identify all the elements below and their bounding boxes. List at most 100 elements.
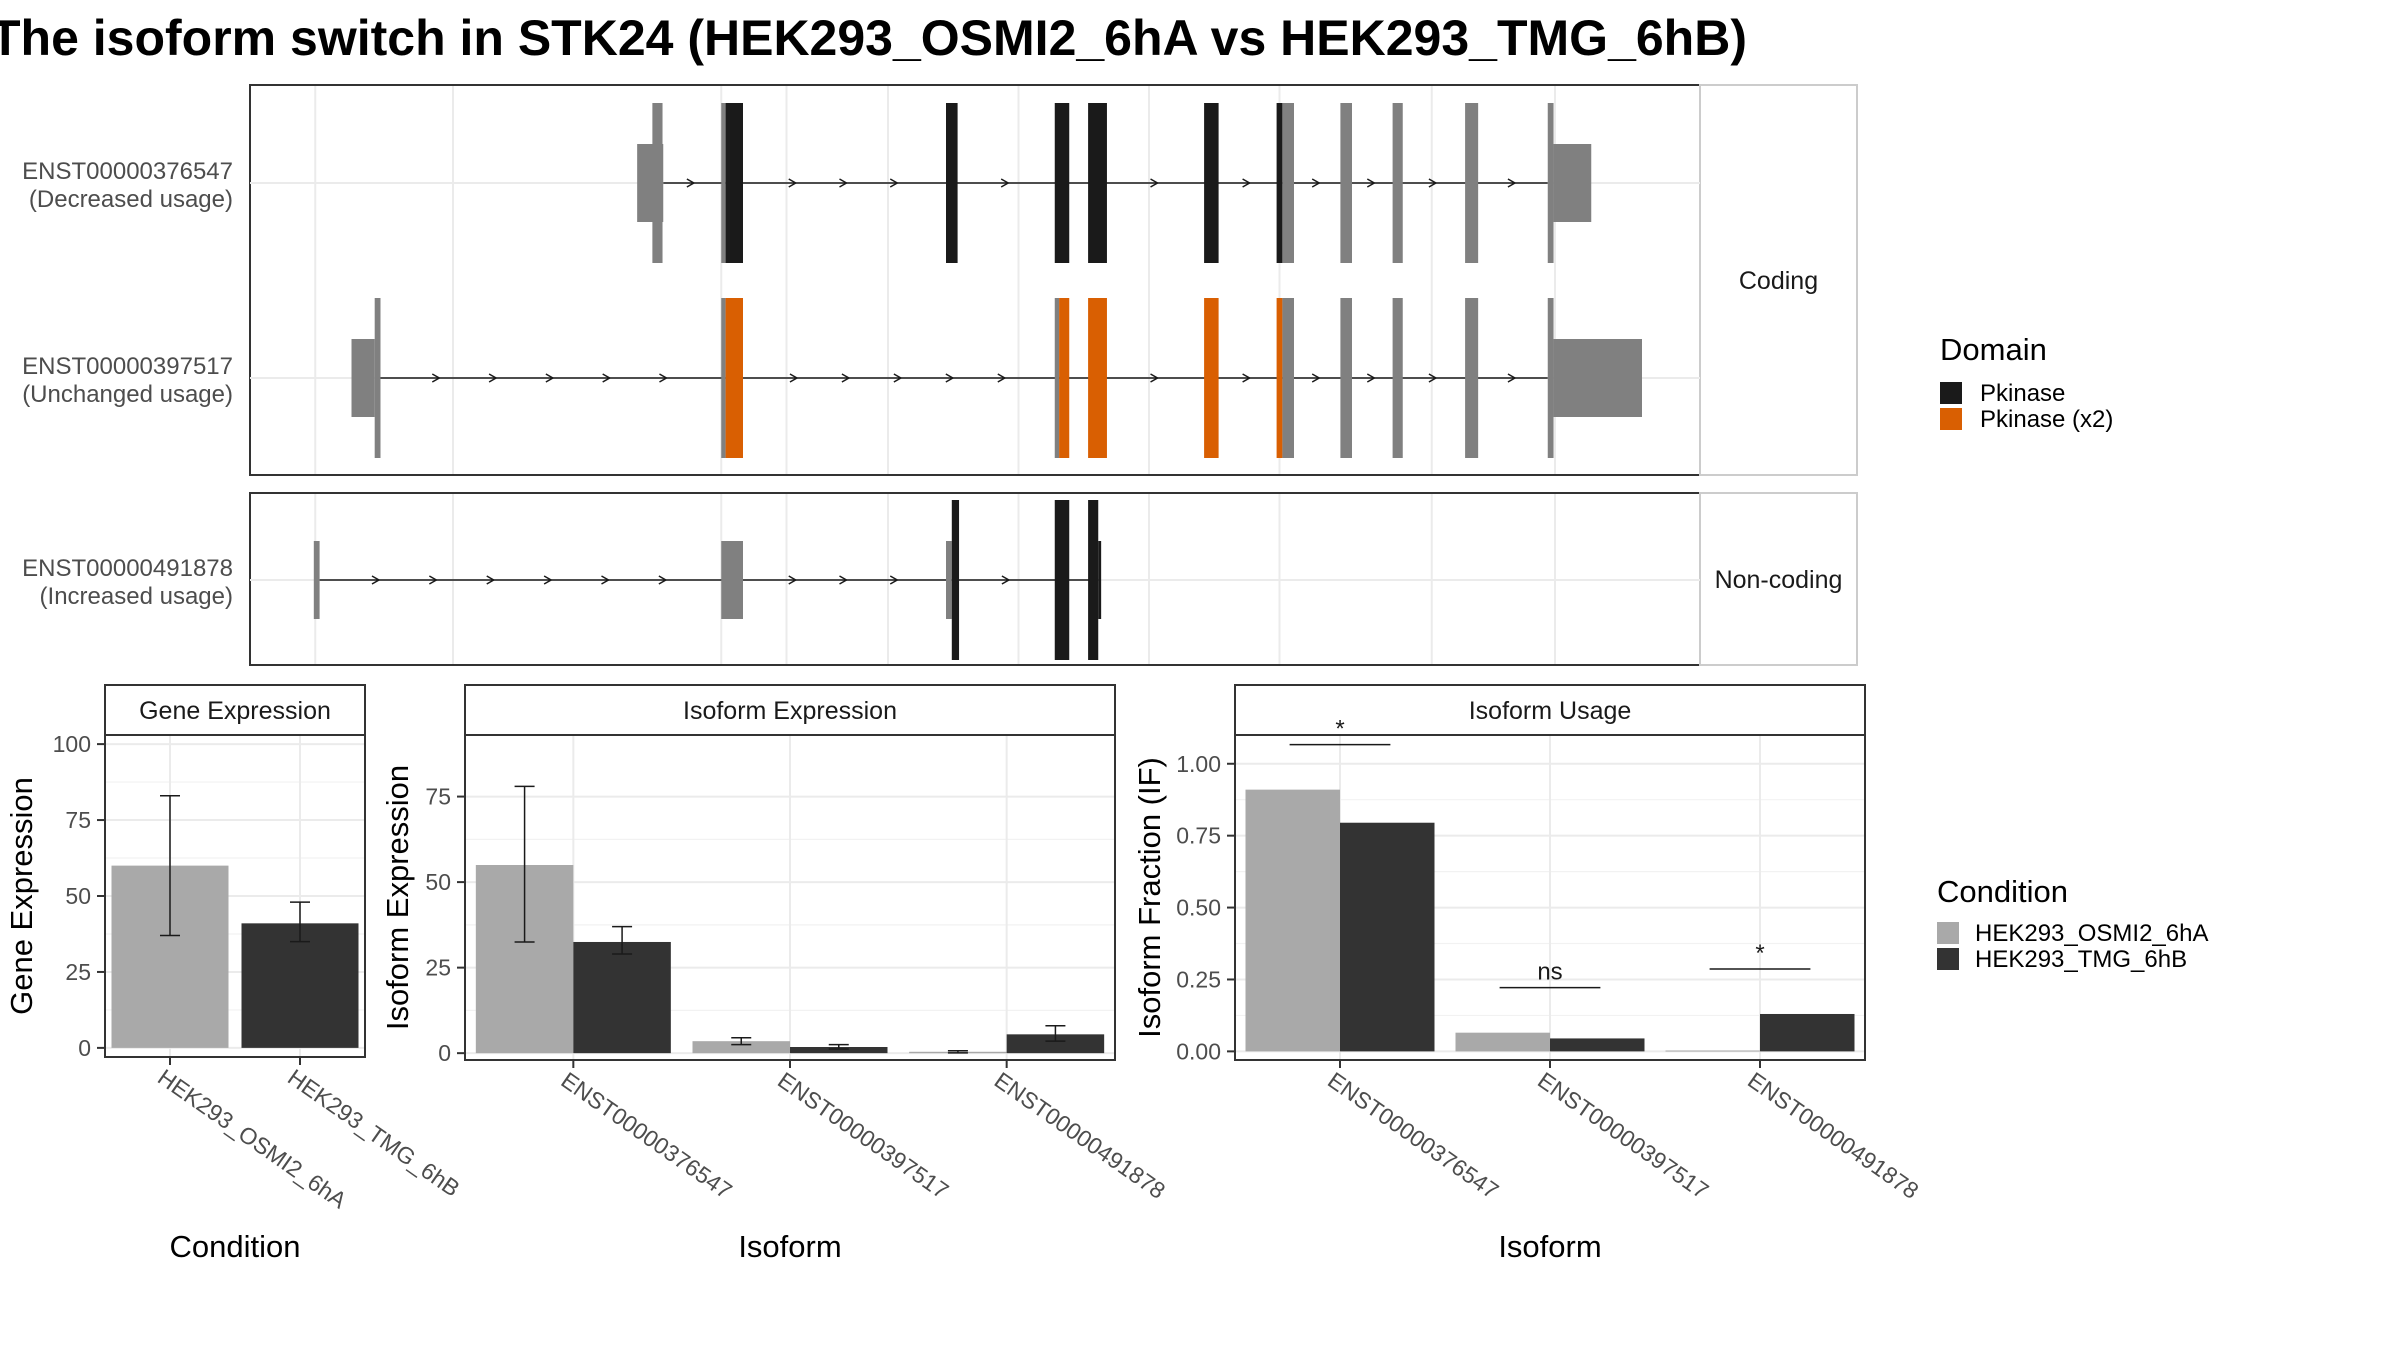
y-tick-label: 0.75	[1176, 823, 1221, 849]
bar	[1245, 789, 1340, 1052]
y-tick-label: 50	[65, 883, 91, 909]
y-axis-label: Gene Expression	[4, 777, 39, 1015]
facet-strip-coding	[1699, 84, 1858, 476]
bar	[573, 941, 671, 1054]
intron-direction-arrow	[486, 575, 496, 585]
exon-block	[1553, 339, 1642, 417]
x-tick-label: ENST00000376547	[1323, 1067, 1503, 1204]
exon-block	[1547, 298, 1554, 458]
y-tick-label: 0.25	[1176, 966, 1221, 992]
exon-block	[374, 298, 381, 458]
y-tick-label: 0.00	[1176, 1038, 1221, 1064]
exon-block	[725, 103, 743, 263]
significance-label: ns	[1537, 959, 1562, 986]
intron-direction-arrow	[1507, 178, 1517, 188]
intron-direction-arrow	[488, 373, 498, 383]
bar	[241, 923, 359, 1048]
bar	[692, 1041, 790, 1054]
intron-direction-arrow	[659, 373, 668, 383]
facet-strip-noncoding	[1699, 492, 1858, 666]
chart-title: Gene Expression	[139, 697, 331, 725]
exon-block	[1088, 103, 1107, 263]
intron-direction-arrow	[658, 575, 668, 585]
intron-direction-arrow	[1001, 575, 1011, 585]
transcript-id-label: ENST00000376547	[22, 158, 233, 185]
legend-condition-title: Condition	[1937, 874, 2068, 909]
y-tick-label: 75	[65, 807, 91, 833]
chart-strip	[104, 684, 366, 736]
x-tick-label: ENST00000397517	[773, 1067, 953, 1204]
intron-direction-arrow	[1366, 373, 1376, 383]
exon-block	[1340, 103, 1352, 263]
legend-domain-label: Pkinase	[1980, 380, 2065, 407]
intron-direction-arrow	[371, 575, 381, 585]
intron-direction-arrow	[788, 178, 798, 188]
intron-direction-arrow	[1000, 178, 1010, 188]
intron-direction-arrow	[545, 373, 555, 383]
exon-block	[1340, 298, 1352, 458]
intron-direction-arrow	[945, 373, 955, 383]
y-axis-label: Isoform Expression	[380, 765, 415, 1030]
chart-title: Isoform Usage	[1469, 697, 1632, 725]
y-tick-label: 75	[425, 784, 451, 810]
y-axis-label: Isoform Fraction (IF)	[1132, 757, 1167, 1038]
intron-direction-arrow	[428, 575, 438, 585]
exon-block	[1088, 500, 1099, 660]
chart-title: Isoform Expression	[683, 697, 897, 725]
bar	[1760, 1013, 1855, 1052]
intron-direction-arrow	[893, 373, 903, 383]
intron-direction-arrow	[1242, 373, 1252, 383]
x-tick-label: ENST00000376547	[556, 1067, 736, 1204]
exon-block	[1054, 298, 1060, 458]
y-tick-label: 0	[438, 1040, 451, 1066]
exon-block	[1465, 298, 1479, 458]
y-tick-label: 25	[65, 959, 91, 985]
legend-condition-swatch	[1937, 948, 1959, 970]
chart-panel-border	[464, 734, 1116, 1061]
bar-chart-1: Isoform Expression 0 25 50 75 ENST00000376547…	[380, 684, 1170, 1264]
intron-direction-arrow	[1428, 373, 1438, 383]
intron-direction-arrow	[997, 373, 1007, 383]
exon-block	[946, 541, 952, 619]
exon-block	[1547, 103, 1554, 263]
y-tick-label: 0.50	[1176, 895, 1221, 921]
x-axis-label: Condition	[170, 1229, 301, 1264]
bar-chart-0: Gene Expression0255075100HEK293_OSMI2_6h…	[4, 684, 465, 1264]
facet-label-noncoding: Non-coding	[1715, 566, 1843, 594]
legend-domain-title: Domain	[1940, 332, 2047, 367]
intron-direction-arrow	[601, 575, 611, 585]
x-tick-label: ENST00000397517	[1533, 1067, 1713, 1204]
exon-block	[652, 103, 663, 263]
intron-direction-arrow	[543, 575, 553, 585]
transcript-id-label: ENST00000491878	[22, 555, 233, 582]
y-tick-label: 0	[78, 1035, 91, 1061]
x-tick-label: ENST00000491878	[990, 1067, 1170, 1204]
exon-block	[1465, 103, 1479, 263]
exon-block	[725, 298, 743, 458]
exon-block	[1088, 298, 1107, 458]
exon-block	[946, 103, 958, 263]
bar	[1455, 1032, 1550, 1052]
bar	[1550, 1038, 1645, 1052]
transcript-structure-panel: Coding Non-coding ENST00000376547(Decrease…	[22, 84, 1858, 666]
legend-domain-swatch	[1940, 408, 1962, 430]
intron-direction-arrow	[1507, 373, 1517, 383]
figure-title: The isoform switch in STK24 (HEK293_OSMI…	[0, 10, 1747, 66]
structure-panel-bg-coding	[250, 85, 1700, 475]
exon-block	[351, 339, 375, 417]
legend-condition-label: HEK293_OSMI2_6hA	[1975, 920, 2208, 947]
transcript-usage-label: (Decreased usage)	[29, 186, 233, 213]
exon-block	[1282, 103, 1294, 263]
exon-block	[951, 500, 960, 660]
exon-block	[1392, 103, 1403, 263]
intron-direction-arrow	[1311, 178, 1321, 188]
exon-block	[1059, 298, 1070, 458]
intron-direction-arrow	[889, 575, 899, 585]
transcript-usage-label: (Unchanged usage)	[22, 381, 233, 408]
bar-chart-2: Isoform Usage 0.00 0.25 0.50 0.75 1.00 * ENST00…	[1132, 684, 1924, 1264]
transcript-ENST00000397517	[351, 298, 1642, 458]
exon-block	[1054, 500, 1070, 660]
transcript-ENST00000376547	[637, 103, 1592, 263]
